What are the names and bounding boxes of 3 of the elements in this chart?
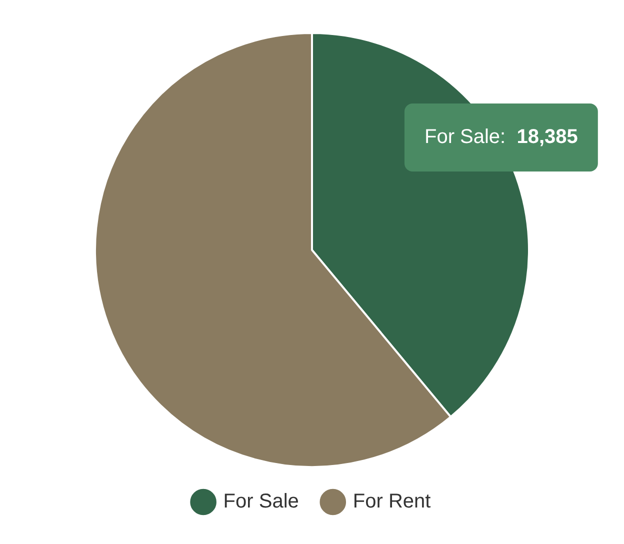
data-label: For Sale: 18,385 [424,126,578,148]
legend-label: For Rent [352,490,432,513]
legend-label: For Sale [223,490,299,513]
